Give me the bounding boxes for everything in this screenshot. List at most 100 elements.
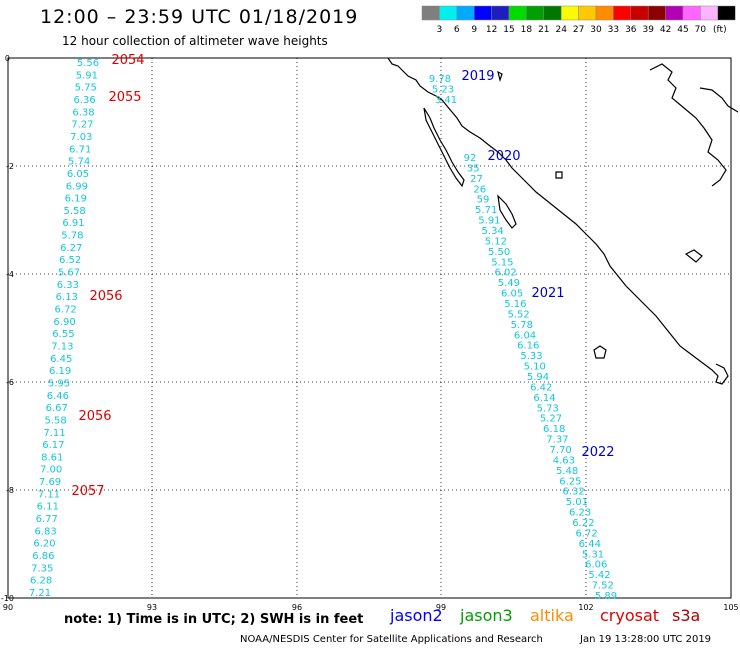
wave-height-value: 5.56 <box>77 58 99 69</box>
wave-height-value: 6.02 <box>494 268 516 279</box>
y-tick-label: -8 <box>6 486 14 495</box>
colorbar-swatch <box>560 5 579 21</box>
wave-height-value: 5.91 <box>76 70 98 81</box>
time-labels: 2054 2055 2056 2056 2057 2019 2020 2021 2022 <box>71 53 614 499</box>
pass-time-label: 2022 <box>581 445 614 460</box>
colorbar-label: 27 <box>573 25 584 35</box>
wave-height-value: 5.94 <box>527 372 549 383</box>
wave-height-value: 5.91 <box>478 216 500 227</box>
wave-height-value: 6.36 <box>74 95 96 106</box>
wave-height-value: 9.78 <box>429 74 451 85</box>
wave-height-value: 6.20 <box>33 539 55 550</box>
colorbar-swatch <box>421 5 440 21</box>
wave-height-value: 6.11 <box>37 502 59 513</box>
wave-height-value: 6.71 <box>69 144 91 155</box>
wave-height-value: 6.72 <box>55 305 77 316</box>
footer-timestamp: Jan 19 13:28:00 UTC 2019 <box>580 634 712 645</box>
y-tick-label: -6 <box>6 378 14 387</box>
wave-height-value: 6.19 <box>65 194 87 205</box>
wave-height-value: 5.52 <box>507 309 529 320</box>
x-tick-label: 105 <box>723 603 738 612</box>
colorbar-label: 30 <box>590 25 602 35</box>
colorbar-label: 6 <box>454 25 460 35</box>
map-grid: 90 93 96 99 102 105 0 -2 -4 -6 -8 -10 <box>1 54 739 612</box>
pass-time-label: 2019 <box>461 69 494 84</box>
wave-height-value: 7.11 <box>43 428 65 439</box>
wave-height-value: 7.52 <box>592 581 614 592</box>
pass-time-label: 2054 <box>111 53 144 68</box>
wave-height-value: 5.89 <box>595 591 617 602</box>
wave-height-value: 5.16 <box>504 299 526 310</box>
wave-height-value: 5.12 <box>485 236 507 247</box>
wave-height-value: 5.74 <box>68 157 90 168</box>
satellite-legend-jason2: jason2 <box>390 606 443 625</box>
wave-height-value: 6.25 <box>559 476 581 487</box>
colorbar-swatch <box>665 5 684 21</box>
wave-height-value: 6.04 <box>514 330 536 341</box>
satellite-legend-jason3: jason3 <box>460 606 513 625</box>
wave-height-value: 5.75 <box>75 83 97 94</box>
wave-height-value: 5.67 <box>58 268 80 279</box>
colorbar-label: 42 <box>660 25 671 35</box>
wave-height-value: 6.14 <box>533 393 555 404</box>
wave-height-value: 5.95 <box>48 378 70 389</box>
wave-height-value: 6.33 <box>57 280 79 291</box>
y-tick-label: 0 <box>5 54 10 63</box>
wave-height-value: 6.77 <box>36 514 58 525</box>
x-tick-label: 99 <box>436 603 446 612</box>
wave-height-value: 92 <box>464 153 477 164</box>
note-text: note: 1) Time is in UTC; 2) SWH is in fe… <box>64 612 364 627</box>
wave-height-value: 6.86 <box>32 551 54 562</box>
x-tick-label: 102 <box>578 603 593 612</box>
x-tick-label: 93 <box>147 603 157 612</box>
coastline <box>387 57 739 385</box>
wave-height-value: 6.05 <box>67 169 89 180</box>
wave-height-value: 7.21 <box>29 588 51 599</box>
satellite-legend-s3a: s3a <box>672 606 701 625</box>
colorbar-swatch <box>717 5 736 21</box>
wave-height-value: 5.78 <box>511 320 533 331</box>
wave-height-value: 6.05 <box>501 289 523 300</box>
wave-height-value: 7.70 <box>550 445 572 456</box>
wave-height-value: 6.72 <box>575 528 597 539</box>
colorbar-swatch <box>491 5 510 21</box>
wave-height-value: 7.69 <box>39 477 61 488</box>
wave-height-value: 6.17 <box>42 440 64 451</box>
wave-height-value: 6.42 <box>530 382 552 393</box>
colorbar-swatch <box>700 5 719 21</box>
pass-time-label: 2055 <box>108 90 141 105</box>
wave-height-value: 5.31 <box>582 549 604 560</box>
wave-height-value: 5.71 <box>475 205 497 216</box>
x-tick-label: 90 <box>3 603 13 612</box>
colorbar-label: 15 <box>503 25 514 35</box>
wave-height-value: 7.27 <box>71 120 93 131</box>
wave-height-value: 5.01 <box>566 497 588 508</box>
colorbar-swatch <box>613 5 632 21</box>
wave-height-value: 6.23 <box>569 508 591 519</box>
colorbar-swatch <box>473 5 492 21</box>
wave-height-value: 6.99 <box>66 181 88 192</box>
pass-time-label: 2021 <box>531 286 564 301</box>
colorbar-label: 33 <box>608 25 619 35</box>
wave-height-value: 6.46 <box>47 391 69 402</box>
wave-height-value: 5.78 <box>61 231 83 242</box>
wave-height-value: 6.45 <box>50 354 72 365</box>
wave-height-value: 4.63 <box>553 455 575 466</box>
colorbar-label: 12 <box>486 25 497 35</box>
wave-height-value: 6.22 <box>572 518 594 529</box>
satellite-legend-altika: altika <box>530 606 574 625</box>
wave-height-value: 5.27 <box>540 414 562 425</box>
colorbar-swatch <box>630 5 649 21</box>
wave-height-value: 5.42 <box>588 570 610 581</box>
wave-height-value: 5.48 <box>556 466 578 477</box>
wave-height-value: 7.00 <box>40 465 62 476</box>
chart-title: 12:00 – 23:59 UTC 01/18/2019 <box>40 6 359 28</box>
wave-height-value: 6.27 <box>60 243 82 254</box>
chart-subtitle: 12 hour collection of altimeter wave hei… <box>62 34 328 48</box>
wave-height-value: 7.13 <box>51 341 73 352</box>
colorbar-label: 39 <box>642 25 654 35</box>
colorbar-swatch <box>595 5 614 21</box>
pass-time-label: 2056 <box>89 289 122 304</box>
wave-height-value: 6.13 <box>56 292 78 303</box>
colorbar-label: 45 <box>677 25 688 35</box>
